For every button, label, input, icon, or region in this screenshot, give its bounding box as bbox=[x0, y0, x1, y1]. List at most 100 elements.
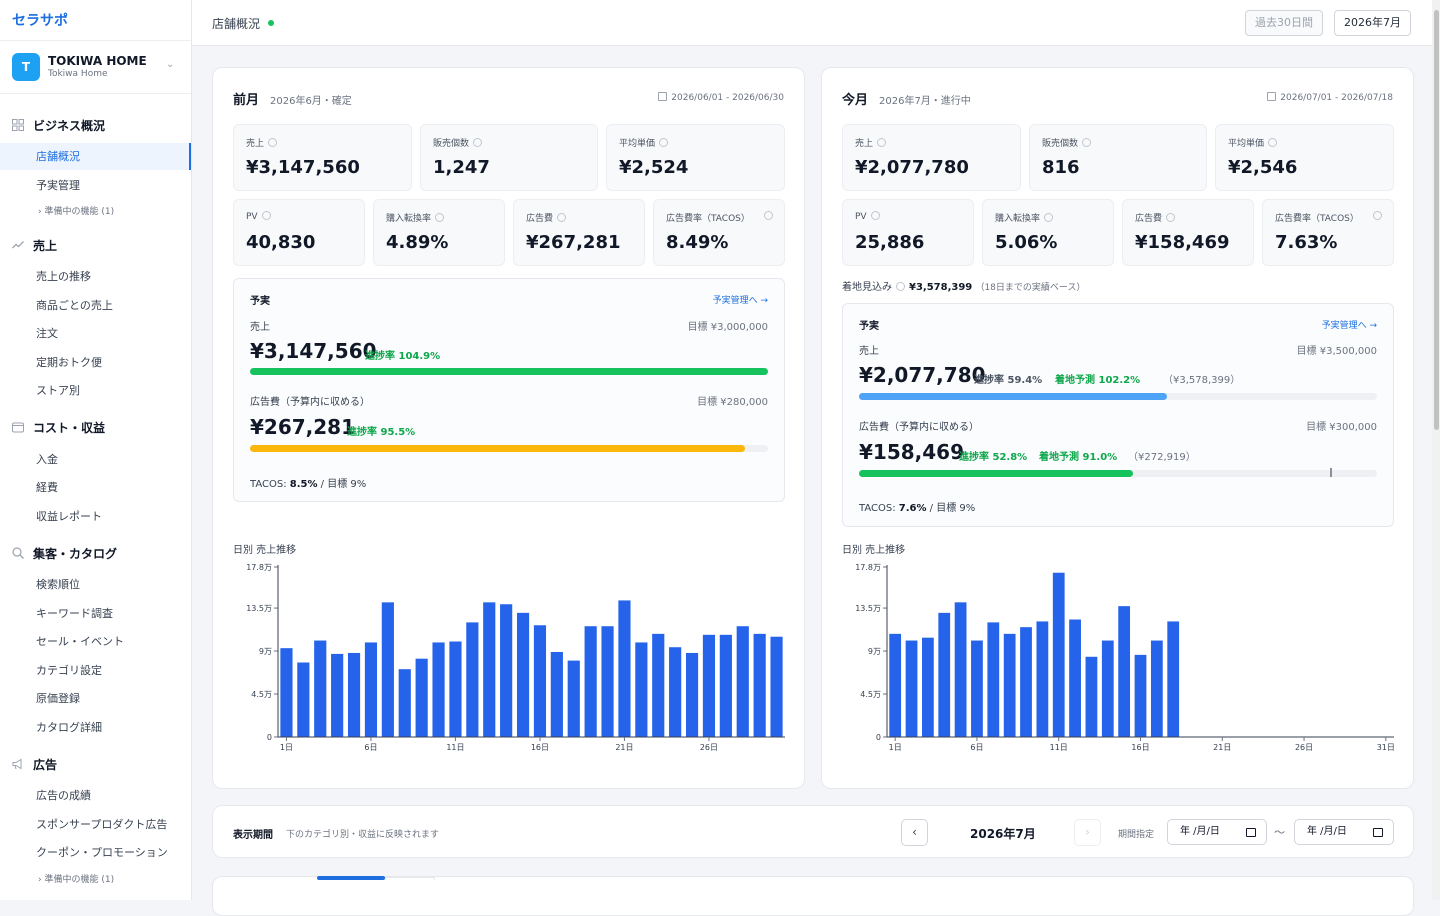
top-bar: 店舗概況 過去30日間 2026年7月 bbox=[192, 0, 1440, 46]
bar bbox=[584, 626, 597, 737]
info-icon[interactable] bbox=[435, 213, 445, 222]
x-tick-label: 16日 bbox=[1131, 743, 1149, 752]
bar bbox=[1085, 656, 1098, 737]
sales-label: 売上 bbox=[859, 346, 879, 357]
sidebar-item-sale-event[interactable]: セール・イベント bbox=[36, 635, 124, 648]
kpi-label: 広告費 bbox=[526, 211, 567, 224]
kpi-value: 7.63% bbox=[1275, 232, 1338, 253]
section-ads[interactable]: 広告 bbox=[12, 756, 57, 774]
budget-link[interactable]: 予実管理へ → bbox=[1321, 321, 1377, 331]
section-sales[interactable]: 売上 bbox=[12, 237, 57, 255]
section-label: 売上 bbox=[33, 239, 58, 253]
end-date-input[interactable]: 年 /月/日 bbox=[1294, 819, 1394, 845]
sidebar-item-category[interactable]: カテゴリ設定 bbox=[36, 664, 102, 677]
budget-link[interactable]: 予実管理へ → bbox=[712, 296, 768, 306]
sidebar-item-catalog-detail[interactable]: カタログ詳細 bbox=[36, 721, 102, 734]
info-icon[interactable] bbox=[1082, 138, 1092, 147]
tab-active[interactable] bbox=[317, 876, 385, 880]
kpi-sales: 売上 ¥2,077,780 bbox=[842, 124, 1021, 191]
info-icon[interactable] bbox=[1166, 213, 1176, 222]
info-icon[interactable] bbox=[1044, 213, 1054, 222]
sidebar-item-expenses[interactable]: 経費 bbox=[36, 481, 58, 494]
calendar-icon bbox=[658, 92, 668, 101]
sidebar-item-deposits[interactable]: 入金 bbox=[36, 453, 58, 466]
sidebar-item-cost-register[interactable]: 原価登録 bbox=[36, 692, 80, 705]
chart-title: 日別 売上推移 bbox=[233, 545, 297, 556]
period-label: 表示期間 bbox=[233, 830, 273, 841]
date-range: 2026/06/01 - 2026/06/30 bbox=[658, 92, 784, 103]
bar bbox=[1167, 621, 1180, 737]
sidebar-item-sponsored-products[interactable]: スポンサープロダクト広告 bbox=[36, 818, 168, 831]
app-logo[interactable]: セラサポ bbox=[12, 13, 68, 29]
section-business[interactable]: ビジネス概況 bbox=[12, 117, 105, 135]
kpi-tacos: 広告費率（TACOS） 8.49% bbox=[653, 199, 785, 266]
wallet-icon bbox=[12, 422, 24, 433]
section-cost[interactable]: コスト・収益 bbox=[12, 419, 105, 437]
kpi-sales: 売上 ¥3,147,560 bbox=[233, 124, 412, 191]
kpi-label-text: 売上 bbox=[855, 139, 874, 149]
y-tick-label: 4.5万 bbox=[251, 690, 272, 699]
calendar-icon bbox=[1267, 92, 1277, 101]
sidebar-item-store-overview[interactable]: 店舗概況 bbox=[0, 143, 191, 170]
bar bbox=[483, 602, 496, 737]
sidebar-item-orders[interactable]: 注文 bbox=[36, 327, 58, 340]
sales-forecast-rate: 着地予測 102.2% bbox=[1055, 375, 1141, 386]
bar bbox=[971, 640, 983, 737]
calendar-icon[interactable] bbox=[1246, 828, 1256, 837]
tab-inactive[interactable] bbox=[385, 877, 435, 880]
section-catalog[interactable]: 集客・カタログ bbox=[12, 545, 117, 563]
ad-label: 広告費（予算内に収める） bbox=[859, 422, 979, 433]
info-icon[interactable] bbox=[1373, 211, 1382, 220]
tacos-value: 7.6% bbox=[898, 503, 927, 514]
sidebar-item-ad-results[interactable]: 広告の成績 bbox=[36, 789, 91, 802]
forecast-marker bbox=[1330, 468, 1333, 477]
sidebar-item-sales-trend[interactable]: 売上の推移 bbox=[36, 270, 91, 283]
bar bbox=[500, 604, 513, 737]
sidebar-item-profit-report[interactable]: 収益レポート bbox=[36, 510, 102, 523]
kpi-value: 1,247 bbox=[433, 157, 490, 178]
tacos-value: 8.5% bbox=[289, 479, 318, 490]
info-icon[interactable] bbox=[764, 211, 773, 220]
bar bbox=[1052, 572, 1065, 737]
scrollbar-thumb[interactable] bbox=[1434, 10, 1439, 430]
info-icon[interactable] bbox=[896, 282, 905, 291]
sidebar-item-product-sales[interactable]: 商品ごとの売上 bbox=[36, 299, 113, 312]
info-icon[interactable] bbox=[877, 138, 887, 147]
info-icon[interactable] bbox=[870, 211, 880, 220]
sidebar-coming-soon[interactable]: › 準備中の機能 (1) bbox=[38, 207, 115, 217]
sidebar-item-coupon[interactable]: クーポン・プロモーション bbox=[36, 846, 168, 859]
kpi-units: 販売個数 1,247 bbox=[420, 124, 598, 191]
range-30days-button[interactable]: 過去30日間 bbox=[1245, 10, 1323, 36]
bar bbox=[398, 669, 411, 737]
month-select-button[interactable]: 2026年7月 bbox=[1334, 10, 1411, 36]
info-icon[interactable] bbox=[659, 138, 669, 147]
ad-progress-rate: 進捗率 52.8% bbox=[959, 452, 1028, 463]
date-placeholder: 年 /月/日 bbox=[1180, 826, 1220, 837]
daily-sales-chart: 0 4.5万 9万 13.5万 17.8万 1日 6日 11日 16日 21日 26日 31日 bbox=[855, 563, 1395, 752]
kpi-label-text: 平均単価 bbox=[1228, 139, 1265, 149]
bar bbox=[635, 642, 648, 737]
sidebar-item-keyword[interactable]: キーワード調査 bbox=[36, 607, 113, 620]
sidebar-item-budget[interactable]: 予実管理 bbox=[36, 179, 80, 192]
calendar-icon[interactable] bbox=[1373, 828, 1383, 837]
store-switcher[interactable]: T TOKIWA HOME Tokiwa Home ⌄ bbox=[12, 53, 182, 83]
start-date-input[interactable]: 年 /月/日 bbox=[1167, 819, 1267, 845]
sidebar-item-subscribe[interactable]: 定期おトク便 bbox=[36, 356, 102, 369]
section-label: 集客・カタログ bbox=[33, 547, 118, 561]
next-month-button[interactable]: › bbox=[1074, 819, 1101, 846]
info-icon[interactable] bbox=[268, 138, 278, 147]
sidebar-item-search-rank[interactable]: 検索順位 bbox=[36, 578, 80, 591]
kpi-label: 平均単価 bbox=[619, 136, 669, 149]
sidebar-coming-soon[interactable]: › 準備中の機能 (1) bbox=[38, 875, 115, 885]
kpi-label-text: PV bbox=[246, 212, 258, 222]
info-icon[interactable] bbox=[557, 213, 567, 222]
kpi-label: PV bbox=[855, 211, 880, 222]
kpi-label-text: 販売個数 bbox=[433, 139, 470, 149]
scrollbar-track[interactable] bbox=[1432, 0, 1440, 900]
info-icon[interactable] bbox=[261, 211, 271, 220]
info-icon[interactable] bbox=[473, 138, 483, 147]
sidebar-item-by-store[interactable]: ストア別 bbox=[36, 384, 80, 397]
prev-month-button[interactable]: ‹ bbox=[901, 819, 928, 846]
info-icon[interactable] bbox=[1268, 138, 1278, 147]
x-tick-label: 6日 bbox=[970, 743, 983, 752]
